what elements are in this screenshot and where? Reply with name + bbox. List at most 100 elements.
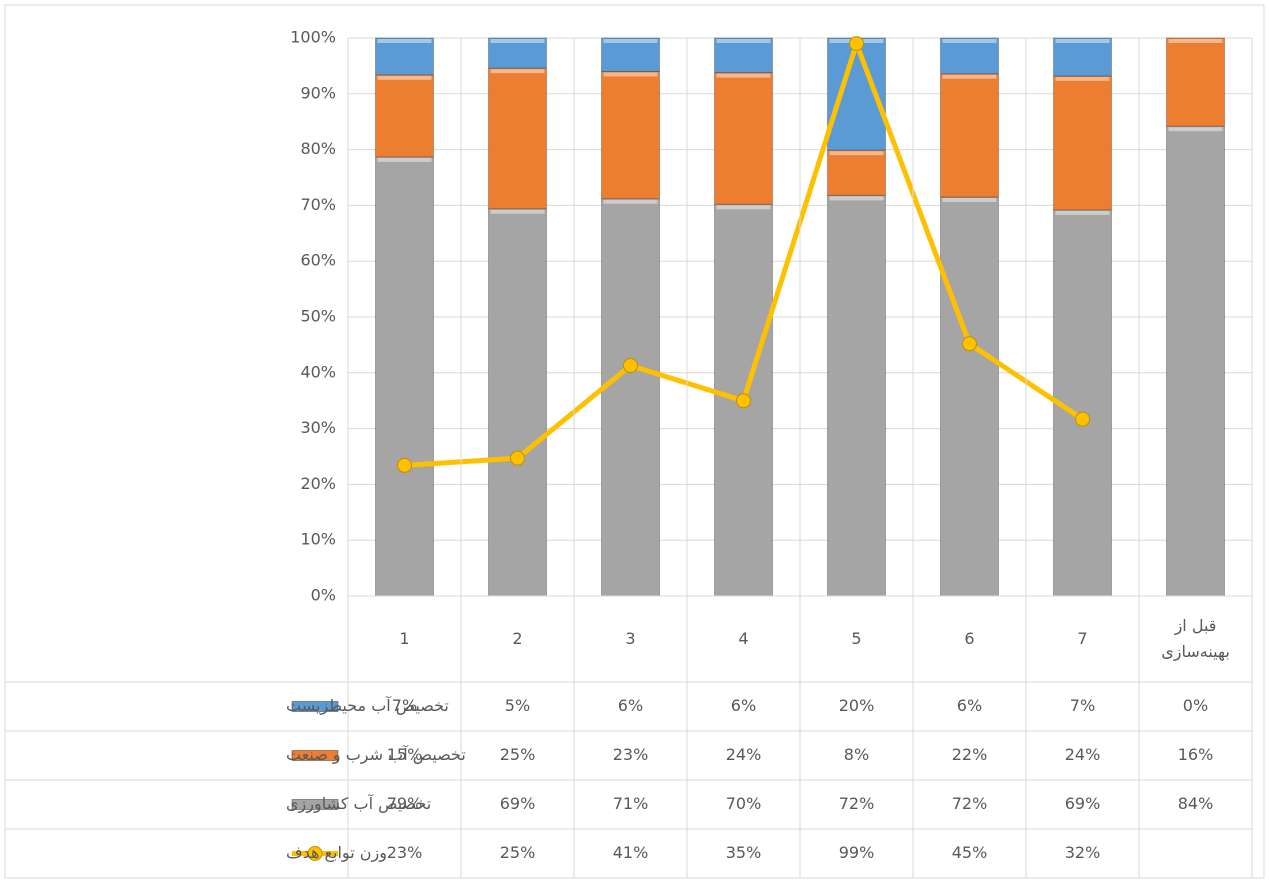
line-marker bbox=[962, 336, 977, 352]
bar-segment bbox=[488, 67, 547, 210]
table-value: 72% bbox=[952, 794, 988, 813]
x-tick-label: 3 bbox=[625, 629, 636, 648]
y-tick-label: 20% bbox=[300, 474, 336, 493]
bar-highlight bbox=[377, 75, 432, 80]
bar-segment bbox=[827, 149, 886, 196]
table-value: 23% bbox=[387, 843, 423, 862]
y-tick-label: 70% bbox=[300, 195, 336, 214]
table-value: 5% bbox=[505, 696, 530, 715]
bar-highlight bbox=[490, 39, 545, 43]
legend-label: تخصیص آب کشاورزی bbox=[286, 794, 431, 814]
y-tick-label: 50% bbox=[300, 307, 336, 326]
table-value: 6% bbox=[618, 696, 643, 715]
bar-highlight bbox=[603, 72, 658, 77]
x-tick-label: 2 bbox=[512, 629, 523, 648]
bar-highlight bbox=[1168, 127, 1223, 132]
bar-highlight bbox=[829, 196, 884, 201]
bar-highlight bbox=[490, 209, 545, 214]
table-value: 71% bbox=[613, 794, 649, 813]
bar-highlight bbox=[1055, 39, 1110, 43]
bar-segment bbox=[940, 37, 999, 75]
x-tick-label: 4 bbox=[738, 629, 749, 648]
line-marker bbox=[623, 358, 638, 374]
table-value: 69% bbox=[1065, 794, 1101, 813]
y-tick-label: 30% bbox=[300, 418, 336, 437]
table-value: 6% bbox=[731, 696, 756, 715]
bar-segment bbox=[714, 72, 773, 205]
table-value: 15% bbox=[387, 745, 423, 764]
y-tick-label: 0% bbox=[311, 586, 336, 605]
bar-highlight bbox=[942, 39, 997, 43]
y-tick-label: 10% bbox=[300, 530, 336, 549]
line-marker bbox=[510, 450, 525, 466]
bar-highlight bbox=[716, 205, 771, 210]
bar-segment bbox=[375, 156, 434, 597]
legend-swatch bbox=[307, 846, 323, 861]
table-value: 84% bbox=[1178, 794, 1214, 813]
bar-segment bbox=[1053, 209, 1112, 597]
table-value: 45% bbox=[952, 843, 988, 862]
bar-highlight bbox=[716, 39, 771, 43]
bar-segment bbox=[601, 70, 660, 200]
y-tick-label: 40% bbox=[300, 362, 336, 381]
y-tick-label: 100% bbox=[290, 28, 336, 47]
bar-segment bbox=[488, 208, 547, 597]
bar-segment bbox=[940, 196, 999, 597]
table-value: 69% bbox=[500, 794, 536, 813]
x-tick-label: 6 bbox=[964, 629, 975, 648]
bar-segment bbox=[601, 37, 660, 72]
table-value: 23% bbox=[613, 745, 649, 764]
table-value: 72% bbox=[839, 794, 875, 813]
line-marker bbox=[736, 393, 751, 409]
bar-highlight bbox=[942, 74, 997, 79]
bar-segment bbox=[1166, 37, 1225, 127]
bar-highlight bbox=[377, 39, 432, 43]
line-marker bbox=[1075, 411, 1090, 427]
bar-segment bbox=[940, 73, 999, 198]
line-marker bbox=[849, 36, 864, 52]
bar-highlight bbox=[603, 39, 658, 43]
bar-segment bbox=[488, 37, 547, 69]
table-value: 79% bbox=[387, 794, 423, 813]
bar-segment bbox=[1053, 37, 1112, 77]
legend-label: تخصیص آب شرب و صنعت bbox=[286, 745, 466, 765]
x-tick-label: 5 bbox=[851, 629, 862, 648]
table-value: 70% bbox=[726, 794, 762, 813]
line-marker bbox=[397, 457, 412, 473]
table-value: 25% bbox=[500, 843, 536, 862]
bar-highlight bbox=[716, 73, 771, 78]
table-value: 35% bbox=[726, 843, 762, 862]
legend-swatch bbox=[291, 750, 339, 761]
y-tick-label: 60% bbox=[300, 251, 336, 270]
legend-swatch bbox=[291, 701, 339, 712]
bar-highlight bbox=[1055, 76, 1110, 81]
table-value: 7% bbox=[1070, 696, 1095, 715]
bar-segment bbox=[1166, 125, 1225, 597]
table-value: 25% bbox=[500, 745, 536, 764]
x-tick-label: قبل از بهینه‌سازی bbox=[1161, 616, 1230, 661]
bar-highlight bbox=[603, 199, 658, 204]
legend-swatch bbox=[291, 799, 339, 810]
table-value: 99% bbox=[839, 843, 875, 862]
table-value: 8% bbox=[844, 745, 869, 764]
bar-highlight bbox=[942, 198, 997, 203]
table-value: 24% bbox=[1065, 745, 1101, 764]
legend-label: تخصیص آب محیطزیست bbox=[286, 696, 449, 716]
bar-highlight bbox=[490, 69, 545, 74]
y-tick-label: 90% bbox=[300, 83, 336, 102]
bar-highlight bbox=[829, 151, 884, 156]
table-value: 20% bbox=[839, 696, 875, 715]
bar-highlight bbox=[1055, 210, 1110, 215]
bar-segment bbox=[827, 37, 886, 151]
table-value: 41% bbox=[613, 843, 649, 862]
x-tick-label: 1 bbox=[399, 629, 410, 648]
bar-segment bbox=[375, 74, 434, 158]
table-value: 22% bbox=[952, 745, 988, 764]
table-value: 24% bbox=[726, 745, 762, 764]
bar-segment bbox=[375, 37, 434, 76]
table-value: 7% bbox=[392, 696, 417, 715]
bar-highlight bbox=[377, 157, 432, 162]
table-value: 32% bbox=[1065, 843, 1101, 862]
